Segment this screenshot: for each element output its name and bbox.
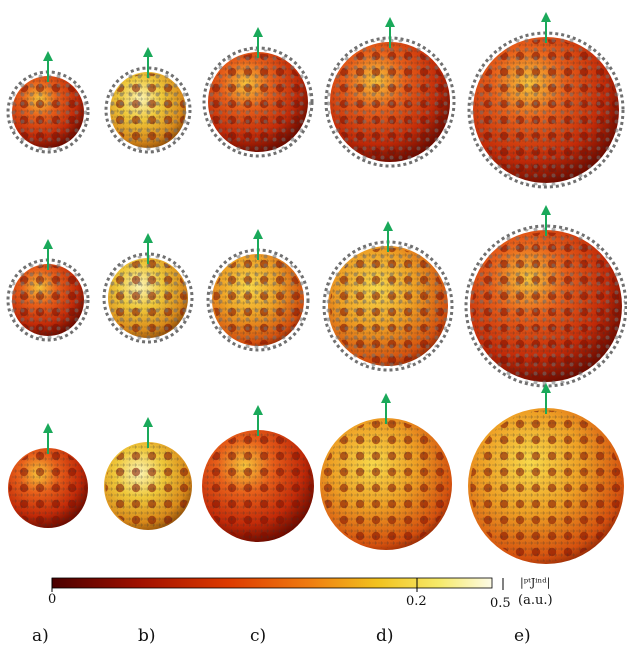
sphere-c-row1 <box>202 46 314 158</box>
sphere-a-row3 <box>8 448 88 528</box>
panel-label-c: c) <box>250 626 267 646</box>
sphere-d-row1 <box>324 36 456 168</box>
colorbar-quantity-label: |ᵖᵗJⁱⁿᵈ| <box>520 576 551 589</box>
sphere-b-row3 <box>104 442 192 530</box>
panel-label-e: e) <box>514 626 531 646</box>
sphere-d-row2 <box>322 240 454 372</box>
sphere-e-row3 <box>468 408 624 564</box>
spheres-grid <box>6 12 627 564</box>
sphere-a-row2 <box>6 258 90 342</box>
sphere-c-row3 <box>202 430 314 542</box>
sphere-e-row1 <box>467 31 625 189</box>
colorbar-label-0: 0 <box>48 592 57 607</box>
sphere-d-row3 <box>320 418 452 550</box>
sphere-e-row2 <box>464 224 627 388</box>
panel-label-d: d) <box>376 626 394 646</box>
colorbar <box>51 577 493 589</box>
colorbar-unit-label: (a.u.) <box>518 593 553 608</box>
sphere-c-row2 <box>206 248 310 352</box>
sphere-b-row1 <box>104 66 192 154</box>
panel-label-b: b) <box>138 626 156 646</box>
sphere-a-row1 <box>6 70 90 154</box>
colorbar-label-05: 0.5 <box>490 596 511 611</box>
colorbar-label-02: 0.2 <box>406 594 427 609</box>
panel-label-a: a) <box>32 626 49 646</box>
sphere-b-row2 <box>102 252 194 344</box>
